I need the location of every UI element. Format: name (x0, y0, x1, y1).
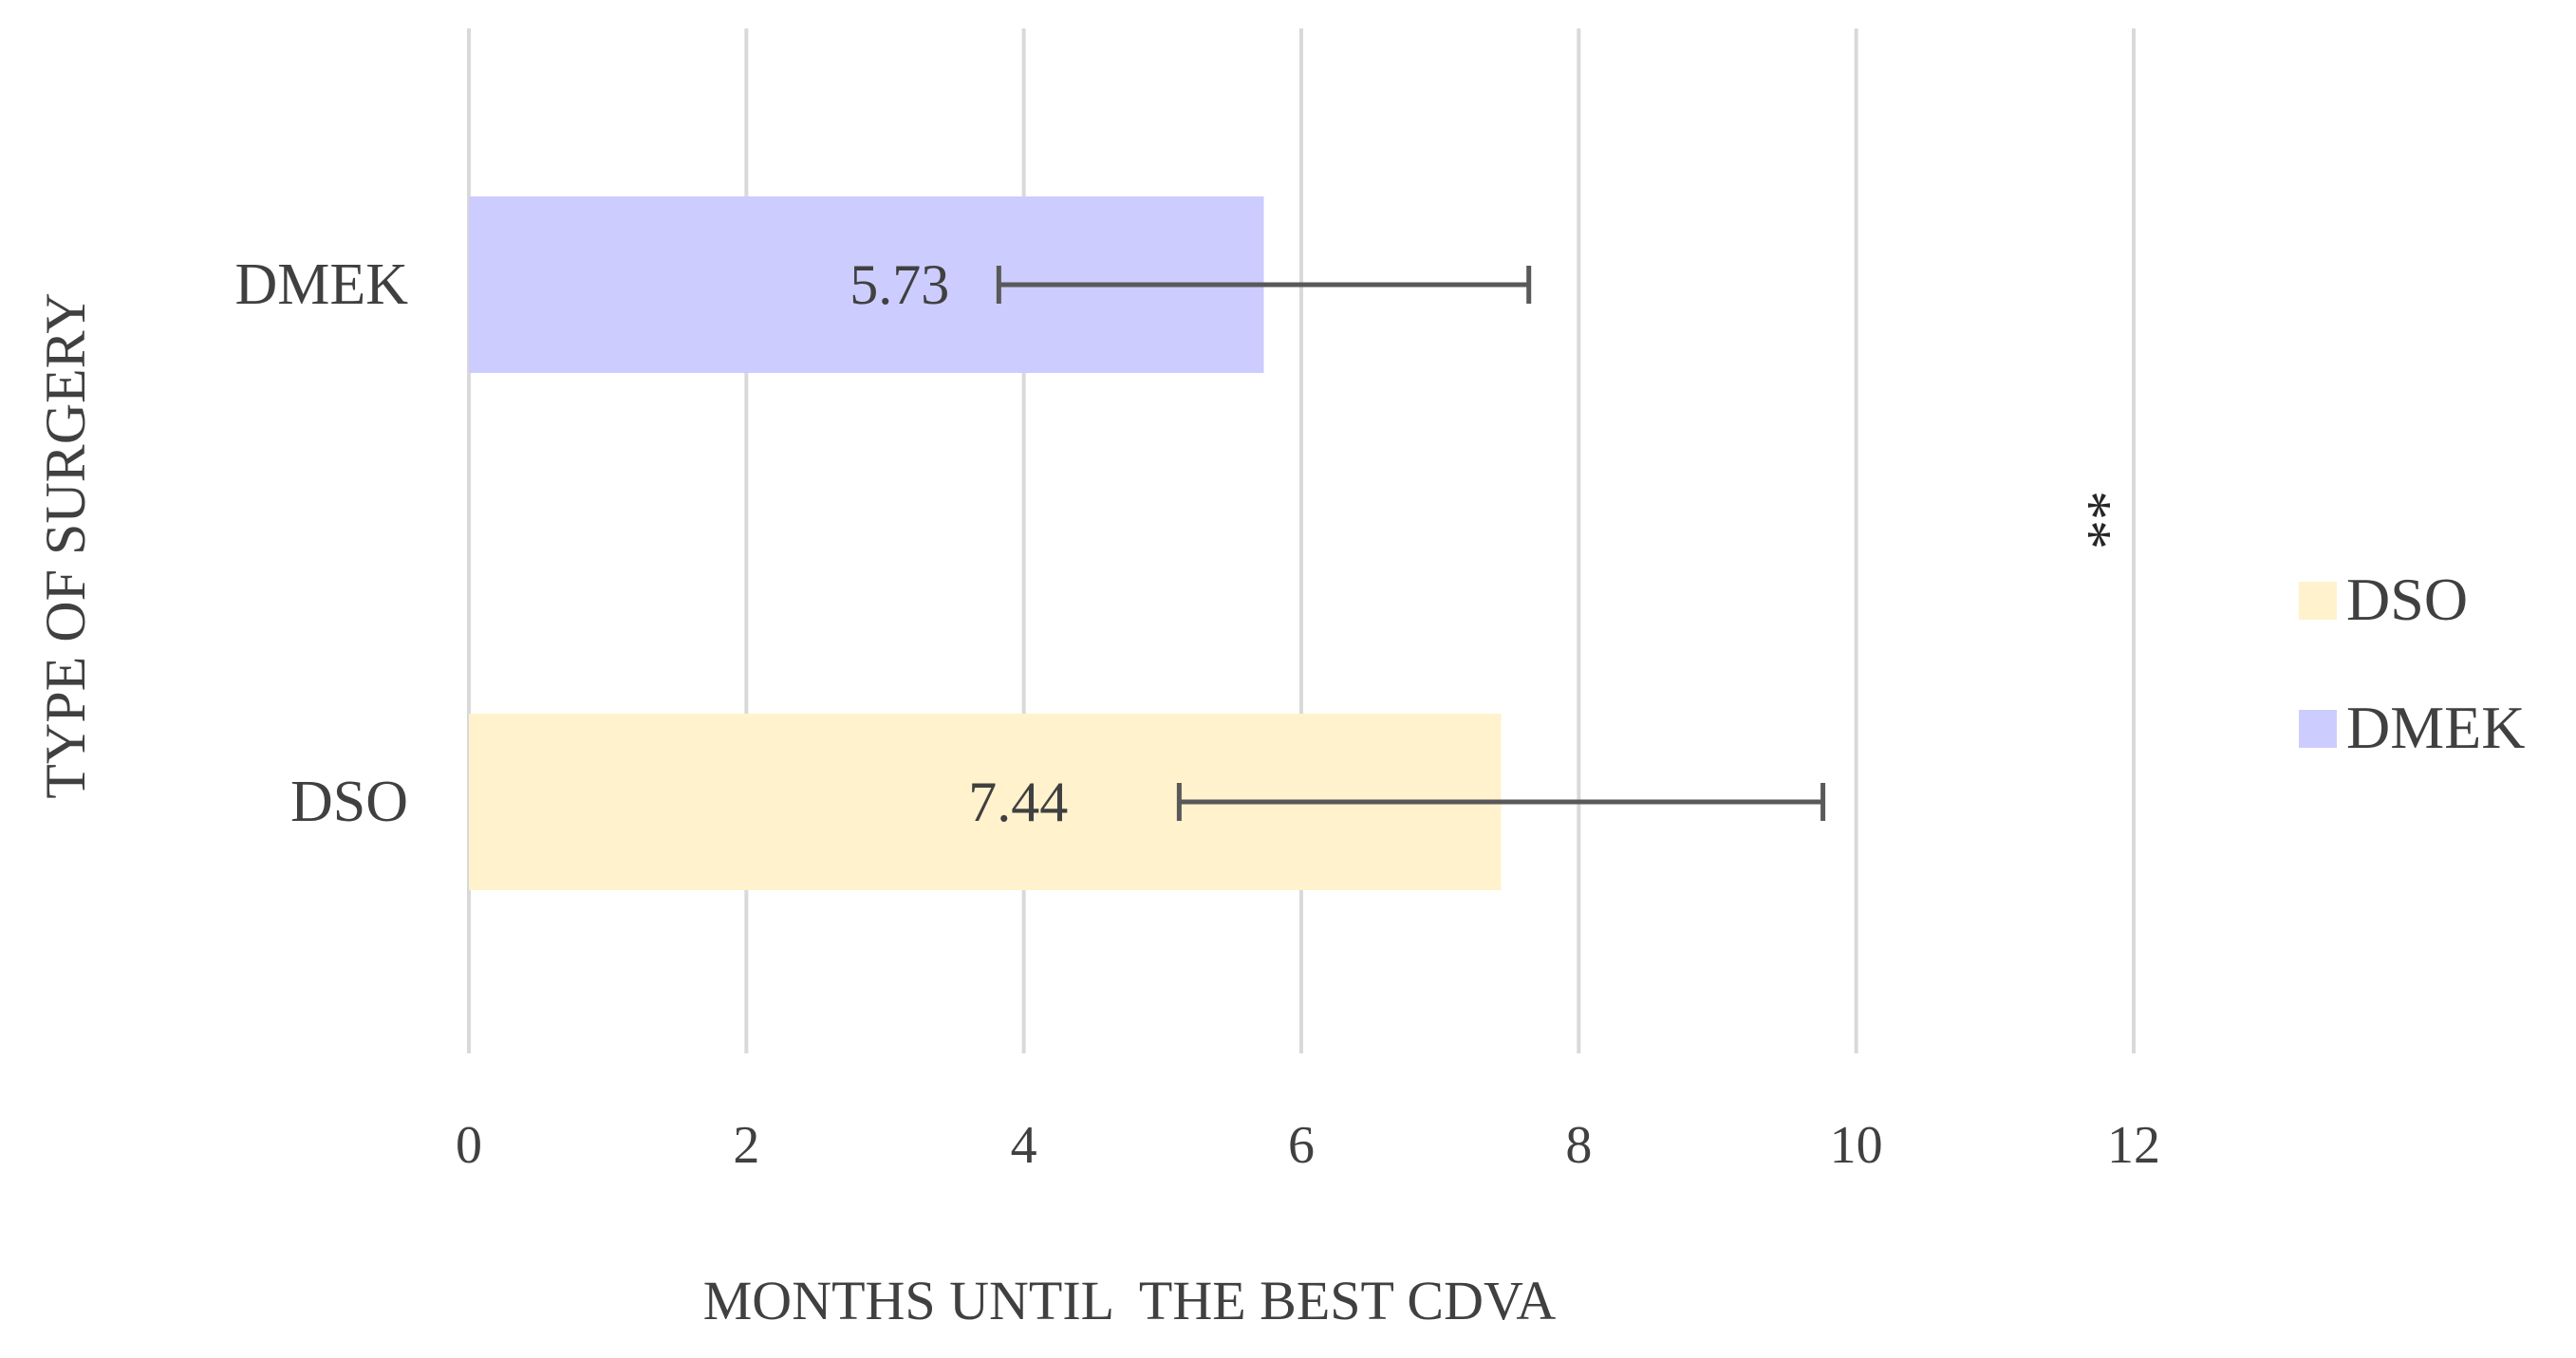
x-tick-label: 10 (1830, 1116, 1883, 1175)
significance-annotation: ** (2058, 491, 2122, 549)
legend-label-dso: DSO (2346, 566, 2468, 633)
legend-swatch-dso (2299, 582, 2337, 620)
data-labels: 5.73 7.44 (849, 253, 1068, 833)
x-tick-label: 2 (733, 1116, 759, 1175)
error-bars (996, 266, 1826, 821)
category-label-dso: DSO (290, 770, 408, 834)
x-tick-label: 12 (2107, 1116, 2160, 1175)
gridlines (467, 28, 2136, 1053)
category-labels: DMEK DSO (234, 252, 408, 834)
x-axis-title: MONTHS UNTIL THE BEST CDVA (703, 1270, 1557, 1331)
x-tick-labels: 0 2 4 6 8 10 12 (456, 1116, 2160, 1175)
data-label-dmek: 5.73 (849, 253, 949, 316)
y-axis-title: TYPE OF SURGERY (34, 292, 97, 798)
data-label-dso: 7.44 (968, 771, 1068, 833)
x-tick-label: 0 (456, 1116, 482, 1175)
category-label-dmek: DMEK (234, 252, 408, 317)
legend: DSO DMEK (2299, 566, 2525, 761)
x-tick-label: 6 (1288, 1116, 1315, 1175)
x-tick-label: 4 (1011, 1116, 1037, 1175)
x-tick-label: 8 (1565, 1116, 1592, 1175)
legend-swatch-dmek (2299, 710, 2337, 748)
legend-label-dmek: DMEK (2346, 694, 2525, 761)
